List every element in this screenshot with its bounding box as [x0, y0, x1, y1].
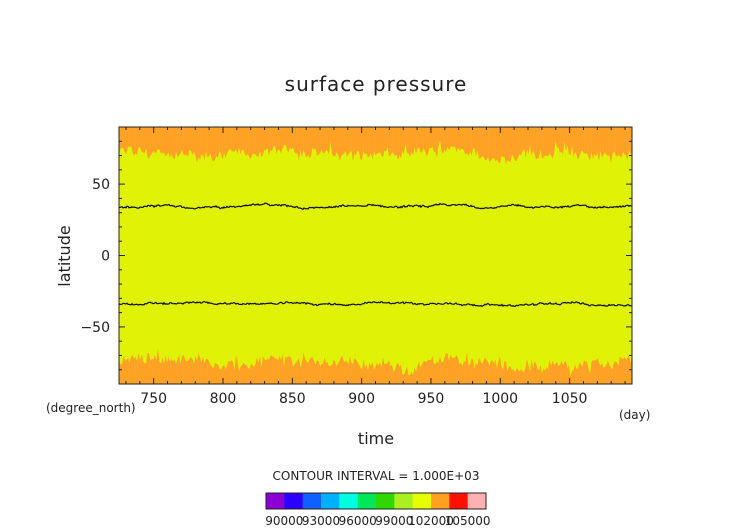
colorbar-swatch	[266, 493, 285, 509]
colorbar-swatch	[449, 493, 468, 509]
x-tick-label: 1000	[482, 391, 518, 407]
x-unit-label: (day)	[619, 408, 650, 422]
contour-line-north	[118, 202, 633, 211]
y-axis-ticks: 50 0 −50	[80, 140, 632, 371]
y-tick-label: 50	[92, 177, 110, 193]
colorbar-swatch	[357, 493, 377, 509]
colorbar-swatch	[431, 493, 450, 509]
colorbar-swatch	[376, 493, 395, 509]
colorbar-swatch	[412, 493, 432, 509]
y-unit-label: (degree_north)	[46, 401, 136, 415]
colorbar-label: 90000	[265, 514, 303, 528]
colorbar-swatch	[394, 493, 413, 509]
contour-interval-text: CONTOUR INTERVAL = 1.000E+03	[273, 469, 480, 483]
x-tick-label: 800	[210, 391, 237, 407]
colorbar-label: 99000	[375, 514, 413, 528]
x-axis-ticks: 750 800 850 900 950 1000 1050	[125, 127, 626, 407]
high-pressure-band-north	[119, 127, 632, 164]
colorbar-label: 96000	[339, 514, 377, 528]
x-tick-label: 1050	[552, 391, 588, 407]
x-tick-label: 900	[348, 391, 375, 407]
field-background	[119, 127, 632, 384]
colorbar-swatch	[321, 493, 340, 509]
colorbar-label: 93000	[302, 514, 340, 528]
colorbar-swatch	[467, 493, 487, 509]
chart-title: surface pressure	[285, 72, 468, 96]
x-tick-label: 750	[140, 391, 167, 407]
y-axis-label: latitude	[55, 225, 74, 286]
field-texture	[119, 127, 631, 384]
x-tick-label: 950	[418, 391, 445, 407]
colorbar-swatch	[339, 493, 358, 509]
y-tick-label: −50	[80, 320, 110, 336]
x-axis-label: time	[358, 429, 394, 448]
x-tick-label: 850	[279, 391, 306, 407]
plot-area	[118, 126, 633, 385]
high-pressure-band-south	[119, 348, 632, 384]
colorbar-label: 105000	[445, 514, 491, 528]
contour-line-south	[118, 300, 633, 308]
colorbar-swatch	[302, 493, 322, 509]
colorbar-frame	[265, 492, 487, 510]
colorbar-swatch	[284, 493, 303, 509]
colorbar-label: 102000	[408, 514, 454, 528]
y-tick-label: 0	[101, 249, 110, 265]
